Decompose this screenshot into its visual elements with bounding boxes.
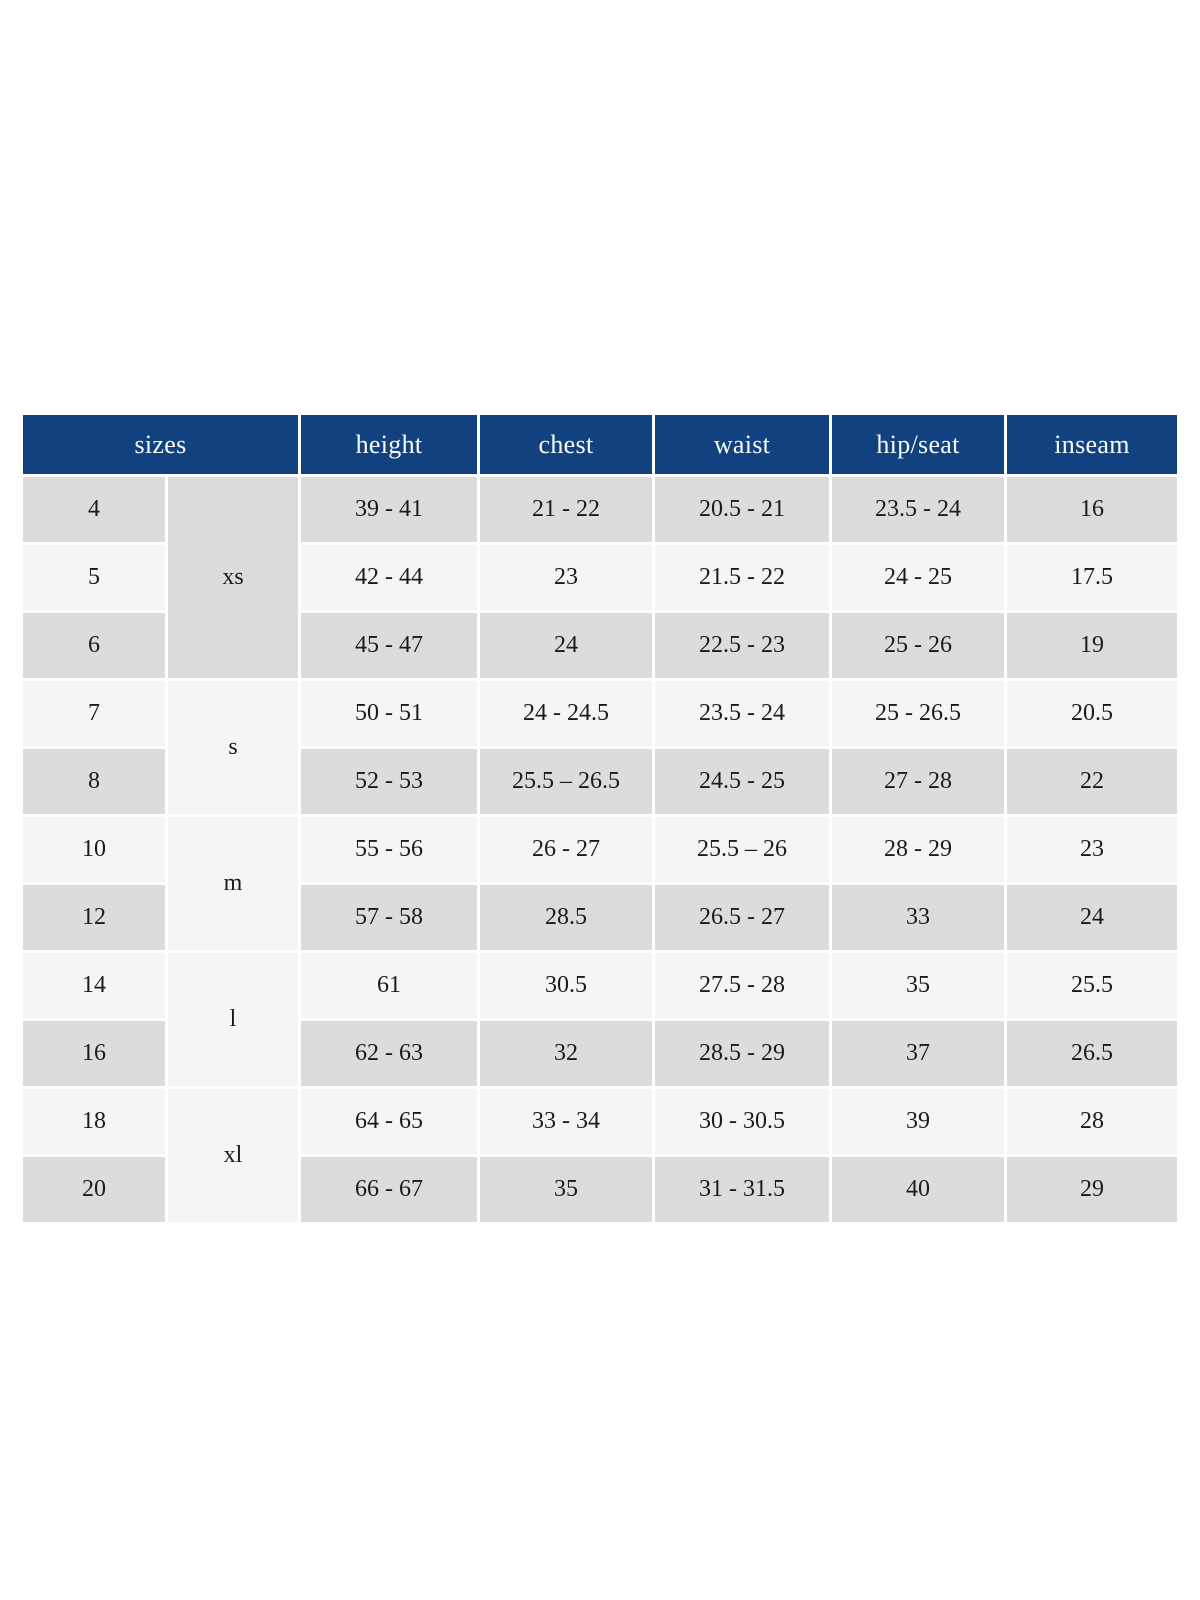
hip-seat-cell: 24 - 25 bbox=[832, 545, 1005, 610]
group-cell-m: m bbox=[168, 817, 299, 950]
chest-cell: 30.5 bbox=[480, 953, 653, 1018]
chest-cell: 23 bbox=[480, 545, 653, 610]
hip-seat-cell: 25 - 26.5 bbox=[832, 681, 1005, 746]
size-cell: 6 bbox=[23, 613, 165, 678]
hip-seat-cell: 40 bbox=[832, 1157, 1005, 1222]
hip-seat-cell: 25 - 26 bbox=[832, 613, 1005, 678]
group-cell-s: s bbox=[168, 681, 299, 814]
waist-cell: 26.5 - 27 bbox=[655, 885, 830, 950]
height-cell: 55 - 56 bbox=[301, 817, 478, 882]
waist-cell: 28.5 - 29 bbox=[655, 1021, 830, 1086]
table-row-size-7: 7 s 50 - 51 24 - 24.5 23.5 - 24 25 - 26.… bbox=[23, 681, 1178, 814]
table-row-size-6: 6 45 - 47 24 22.5 - 23 25 - 26 19 bbox=[23, 613, 1178, 678]
header-row: sizes height chest waist hip/seat inseam bbox=[23, 415, 1178, 474]
size-cell: 12 bbox=[23, 885, 165, 950]
col-header-sizes: sizes bbox=[23, 415, 299, 474]
inseam-cell: 17.5 bbox=[1007, 545, 1178, 610]
height-cell: 64 - 65 bbox=[301, 1089, 478, 1154]
chest-cell: 24 - 24.5 bbox=[480, 681, 653, 746]
group-cell-xl: xl bbox=[168, 1089, 299, 1222]
size-cell: 10 bbox=[23, 817, 165, 882]
height-cell: 62 - 63 bbox=[301, 1021, 478, 1086]
table-row-size-16: 16 62 - 63 32 28.5 - 29 37 26.5 bbox=[23, 1021, 1178, 1086]
table-body: 4 xs 39 - 41 21 - 22 20.5 - 21 23.5 - 24… bbox=[23, 477, 1178, 1222]
size-cell: 20 bbox=[23, 1157, 165, 1222]
inseam-cell: 22 bbox=[1007, 749, 1178, 814]
waist-cell: 24.5 - 25 bbox=[655, 749, 830, 814]
inseam-cell: 29 bbox=[1007, 1157, 1178, 1222]
waist-cell: 31 - 31.5 bbox=[655, 1157, 830, 1222]
inseam-cell: 20.5 bbox=[1007, 681, 1178, 746]
height-cell: 61 bbox=[301, 953, 478, 1018]
inseam-cell: 23 bbox=[1007, 817, 1178, 882]
waist-cell: 25.5 – 26 bbox=[655, 817, 830, 882]
table-header: sizes height chest waist hip/seat inseam bbox=[23, 415, 1178, 474]
table-row-size-12: 12 57 - 58 28.5 26.5 - 27 33 24 bbox=[23, 885, 1178, 950]
table-row-size-10: 10 m 55 - 56 26 - 27 25.5 – 26 28 - 29 2… bbox=[23, 817, 1178, 950]
hip-seat-cell: 27 - 28 bbox=[832, 749, 1005, 814]
col-header-chest: chest bbox=[480, 415, 653, 474]
size-cell: 5 bbox=[23, 545, 165, 610]
table-row-size-4: 4 xs 39 - 41 21 - 22 20.5 - 21 23.5 - 24… bbox=[23, 477, 1178, 678]
col-header-inseam: inseam bbox=[1007, 415, 1178, 474]
table-row-size-5: 5 42 - 44 23 21.5 - 22 24 - 25 17.5 bbox=[23, 545, 1178, 610]
table-row-size-18: 18 xl 64 - 65 33 - 34 30 - 30.5 39 28 bbox=[23, 1089, 1178, 1222]
chest-cell: 25.5 – 26.5 bbox=[480, 749, 653, 814]
waist-cell: 23.5 - 24 bbox=[655, 681, 830, 746]
size-cell: 8 bbox=[23, 749, 165, 814]
chest-cell: 35 bbox=[480, 1157, 653, 1222]
waist-cell: 22.5 - 23 bbox=[655, 613, 830, 678]
chest-cell: 26 - 27 bbox=[480, 817, 653, 882]
size-chart-table: sizes height chest waist hip/seat inseam… bbox=[20, 412, 1181, 1225]
height-cell: 42 - 44 bbox=[301, 545, 478, 610]
hip-seat-cell: 37 bbox=[832, 1021, 1005, 1086]
size-cell: 7 bbox=[23, 681, 165, 746]
col-header-waist: waist bbox=[655, 415, 830, 474]
inseam-cell: 16 bbox=[1007, 477, 1178, 542]
hip-seat-cell: 23.5 - 24 bbox=[832, 477, 1005, 542]
waist-cell: 27.5 - 28 bbox=[655, 953, 830, 1018]
inseam-cell: 19 bbox=[1007, 613, 1178, 678]
size-cell: 18 bbox=[23, 1089, 165, 1154]
height-cell: 45 - 47 bbox=[301, 613, 478, 678]
table-row-size-8: 8 52 - 53 25.5 – 26.5 24.5 - 25 27 - 28 … bbox=[23, 749, 1178, 814]
hip-seat-cell: 39 bbox=[832, 1089, 1005, 1154]
chest-cell: 21 - 22 bbox=[480, 477, 653, 542]
size-cell: 14 bbox=[23, 953, 165, 1018]
waist-cell: 21.5 - 22 bbox=[655, 545, 830, 610]
size-chart: sizes height chest waist hip/seat inseam… bbox=[20, 412, 1181, 1225]
col-header-height: height bbox=[301, 415, 478, 474]
inseam-cell: 28 bbox=[1007, 1089, 1178, 1154]
height-cell: 39 - 41 bbox=[301, 477, 478, 542]
inseam-cell: 25.5 bbox=[1007, 953, 1178, 1018]
hip-seat-cell: 28 - 29 bbox=[832, 817, 1005, 882]
size-cell: 4 bbox=[23, 477, 165, 542]
size-cell: 16 bbox=[23, 1021, 165, 1086]
col-header-hip-seat: hip/seat bbox=[832, 415, 1005, 474]
inseam-cell: 24 bbox=[1007, 885, 1178, 950]
chest-cell: 32 bbox=[480, 1021, 653, 1086]
chest-cell: 24 bbox=[480, 613, 653, 678]
height-cell: 57 - 58 bbox=[301, 885, 478, 950]
height-cell: 50 - 51 bbox=[301, 681, 478, 746]
group-cell-xs: xs bbox=[168, 477, 299, 678]
height-cell: 66 - 67 bbox=[301, 1157, 478, 1222]
hip-seat-cell: 35 bbox=[832, 953, 1005, 1018]
table-row-size-20: 20 66 - 67 35 31 - 31.5 40 29 bbox=[23, 1157, 1178, 1222]
chest-cell: 28.5 bbox=[480, 885, 653, 950]
inseam-cell: 26.5 bbox=[1007, 1021, 1178, 1086]
waist-cell: 20.5 - 21 bbox=[655, 477, 830, 542]
waist-cell: 30 - 30.5 bbox=[655, 1089, 830, 1154]
chest-cell: 33 - 34 bbox=[480, 1089, 653, 1154]
height-cell: 52 - 53 bbox=[301, 749, 478, 814]
hip-seat-cell: 33 bbox=[832, 885, 1005, 950]
group-cell-l: l bbox=[168, 953, 299, 1086]
table-row-size-14: 14 l 61 30.5 27.5 - 28 35 25.5 bbox=[23, 953, 1178, 1086]
